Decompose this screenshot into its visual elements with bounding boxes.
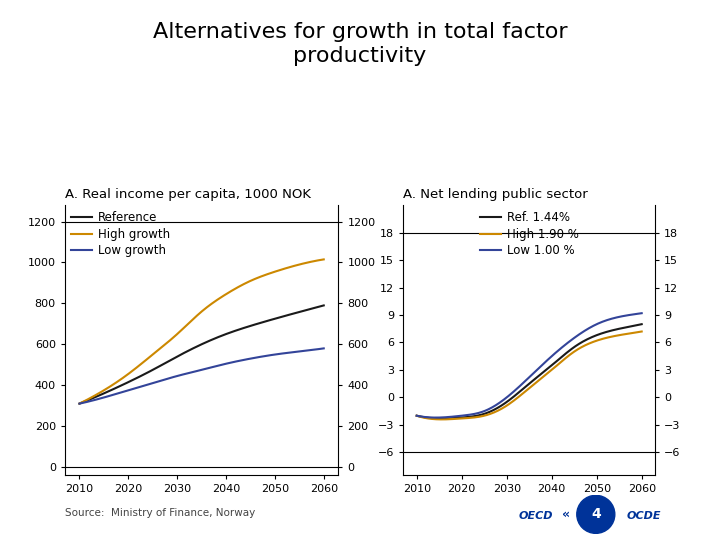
Text: Alternatives for growth in total factor
productivity: Alternatives for growth in total factor … <box>153 22 567 66</box>
Text: A. Real income per capita, 1000 NOK: A. Real income per capita, 1000 NOK <box>65 188 311 201</box>
Text: Source:  Ministry of Finance, Norway: Source: Ministry of Finance, Norway <box>65 508 255 518</box>
Text: A. Net lending public sector: A. Net lending public sector <box>403 188 588 201</box>
Text: «: « <box>562 508 570 521</box>
Legend: Ref. 1.44%, High 1.90 %, Low 1.00 %: Ref. 1.44%, High 1.90 %, Low 1.00 % <box>480 211 579 257</box>
Text: OCDE: OCDE <box>626 511 661 521</box>
Text: OECD: OECD <box>518 511 553 521</box>
Text: 4: 4 <box>591 508 600 521</box>
Circle shape <box>577 495 615 534</box>
Legend: Reference, High growth, Low growth: Reference, High growth, Low growth <box>71 211 170 257</box>
